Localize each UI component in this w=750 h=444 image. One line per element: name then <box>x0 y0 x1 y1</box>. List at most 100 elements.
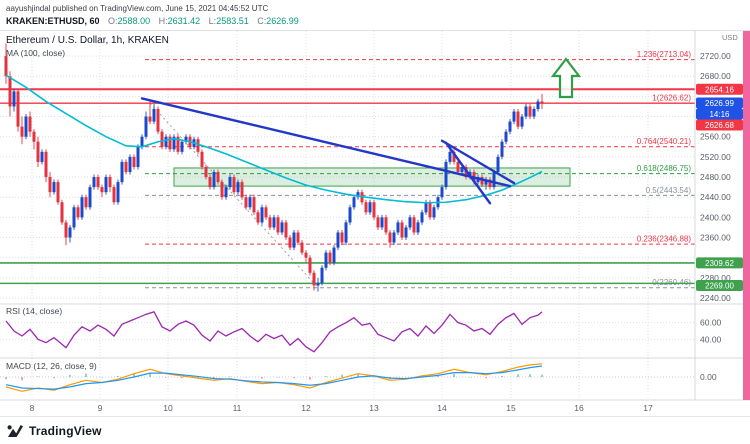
candle <box>508 121 512 132</box>
macd-histogram-bar <box>213 377 215 379</box>
candle <box>44 151 48 178</box>
candle <box>340 232 344 243</box>
fib-label: 1.236(2713.04) <box>637 50 692 59</box>
macd-histogram-bar <box>5 377 7 380</box>
candle <box>444 161 448 188</box>
candle <box>528 106 532 117</box>
trendline[interactable] <box>444 141 492 205</box>
macd-signal-line <box>5 365 543 390</box>
brand-name[interactable]: TradingView <box>29 423 102 438</box>
macd-indicator[interactable] <box>5 363 543 392</box>
trendline[interactable] <box>440 139 516 185</box>
trendlines[interactable] <box>140 97 516 205</box>
candle <box>172 136 176 150</box>
macd-histogram-bar <box>341 374 343 377</box>
candle <box>380 217 384 228</box>
macd-histogram-bar <box>309 377 311 380</box>
fib-label: 0.618(2486.75) <box>637 164 692 173</box>
time-axis[interactable]: 8 9 10 11 12 13 14 15 16 17 <box>30 403 653 413</box>
candle <box>72 207 76 228</box>
symbol-name: KRAKEN:ETHUSD, 60 <box>6 16 100 26</box>
candle <box>496 156 500 172</box>
fib-label: 0.764(2540.21) <box>637 137 692 146</box>
candle <box>212 172 216 188</box>
candle <box>220 182 224 198</box>
horizontal-lines[interactable] <box>0 88 695 285</box>
candle <box>356 192 360 198</box>
candle <box>228 177 232 188</box>
candle <box>448 151 452 162</box>
axis-badges: 2654.16 2626.99 14:16 2626.68 2309.62 2269.00 <box>696 83 743 291</box>
macd-legend: MACD (12, 26, close, 9) <box>6 361 97 371</box>
time-tick: 11 <box>233 403 242 413</box>
candle <box>536 101 540 109</box>
tradingview-logo-icon[interactable] <box>7 424 23 438</box>
candle <box>520 116 524 127</box>
candle <box>208 177 212 188</box>
candle <box>420 212 424 223</box>
price-badge <box>696 97 743 109</box>
macd-histogram-bar <box>165 377 167 378</box>
candle <box>484 179 488 185</box>
candle <box>352 197 356 208</box>
publish-info: aayushjindal published on TradingView.co… <box>6 4 269 13</box>
candle <box>504 131 508 142</box>
macd-histogram-bar <box>541 374 543 377</box>
price-axis[interactable]: 2720.00 2680.00 2560.00 2520.00 2480.00 2440.… <box>700 33 738 382</box>
candle <box>76 207 80 218</box>
candle <box>248 197 252 208</box>
candle <box>152 109 156 122</box>
candle <box>296 232 300 243</box>
macd-histogram-bar <box>245 377 247 378</box>
candle <box>384 217 388 233</box>
rsi-tick: 60.00 <box>700 318 722 328</box>
candle <box>240 182 244 198</box>
candle <box>416 222 420 233</box>
candle <box>396 222 400 233</box>
candle <box>184 136 188 142</box>
candle <box>28 116 32 132</box>
macd-histogram-bar <box>529 374 531 377</box>
rsi-line[interactable] <box>5 311 543 353</box>
candle <box>324 252 328 268</box>
chart-area[interactable]: 1.236(2713.04) 1(2626.62) 0.764(2540.21) 0.… <box>0 30 750 416</box>
candle <box>456 161 460 172</box>
price-tick: 2440.00 <box>700 192 731 202</box>
rsi-tick: 40.00 <box>700 334 722 344</box>
candle <box>460 166 464 172</box>
candle <box>108 177 112 188</box>
candle <box>204 166 208 178</box>
high-value: 2631.42 <box>167 16 201 26</box>
candle <box>440 187 444 198</box>
candle <box>132 156 136 167</box>
candle <box>336 232 340 248</box>
close-value: 2626.99 <box>266 16 299 26</box>
price-badge <box>696 108 743 120</box>
candle <box>312 272 316 286</box>
candle <box>516 111 520 127</box>
fib-baseline[interactable] <box>149 102 319 289</box>
candle <box>532 109 536 117</box>
candle <box>68 227 72 238</box>
trendline[interactable] <box>140 97 512 188</box>
chart-canvas[interactable]: 1.236(2713.04) 1(2626.62) 0.764(2540.21) 0.… <box>0 31 750 416</box>
candle <box>100 187 104 193</box>
candle <box>224 187 228 198</box>
macd-histogram-bar <box>357 373 359 377</box>
candle <box>160 131 164 147</box>
chart-title: Ethereum / U.S. Dollar, 1h, KRAKEN <box>6 35 169 46</box>
symbol-ohlc-row: KRAKEN:ETHUSD, 60 O:2588.00 H:2631.42 L:… <box>6 15 750 28</box>
candle <box>164 136 168 147</box>
low-value: 2583.51 <box>216 16 249 26</box>
macd-histogram-bar <box>53 377 55 379</box>
breakout-arrow[interactable] <box>550 57 582 99</box>
candle <box>20 126 24 137</box>
candle <box>452 151 456 162</box>
candle <box>16 91 20 127</box>
candle <box>64 222 68 238</box>
ma100-line[interactable] <box>5 74 543 204</box>
candle <box>112 187 116 203</box>
candle <box>288 237 292 248</box>
candle <box>200 151 204 167</box>
candle <box>8 76 12 107</box>
